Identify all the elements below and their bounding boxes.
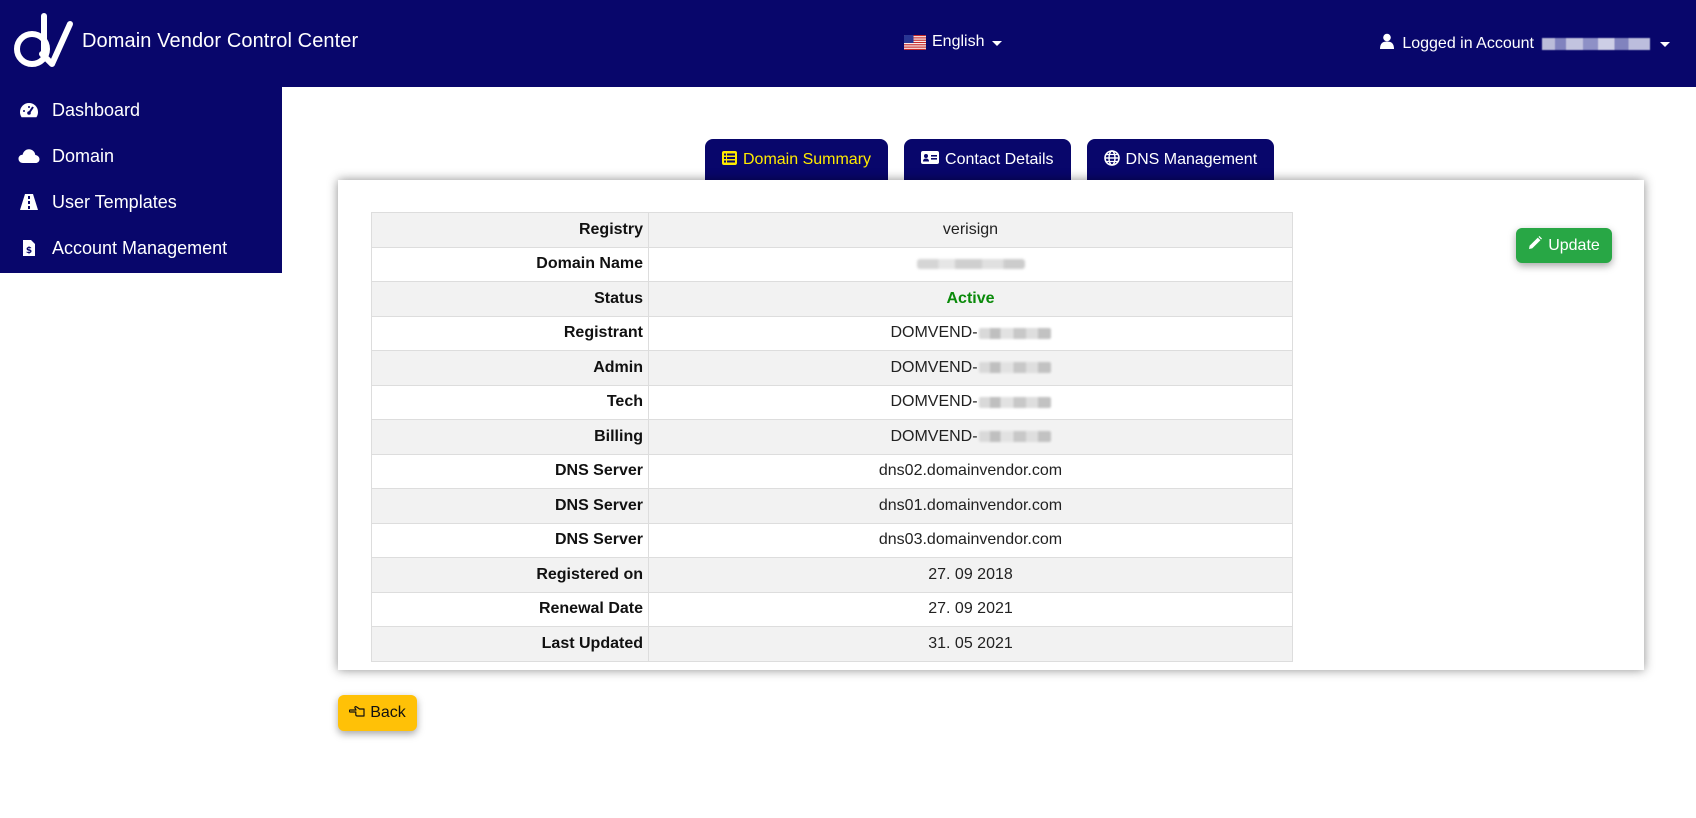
domain-details-table: Registry verisign Domain Name Status Act…: [371, 212, 1293, 662]
cloud-icon: [18, 145, 40, 167]
admin-value: DOMVEND-: [648, 350, 1293, 386]
registrant-value: DOMVEND-: [648, 315, 1293, 351]
top-navbar: Domain Vendor Control Center English Log…: [0, 0, 1696, 87]
sidebar-item-label: User Templates: [52, 191, 177, 212]
sidebar-item-account-management[interactable]: $ Account Management: [0, 225, 282, 271]
svg-text:$: $: [26, 246, 32, 256]
sidebar-item-user-templates[interactable]: User Templates: [0, 179, 282, 225]
contact-id-redacted: [978, 431, 1051, 443]
row-key: Billing: [371, 419, 649, 455]
sidebar-item-label: Account Management: [52, 237, 228, 258]
back-button[interactable]: Back: [338, 695, 417, 731]
registered-on-value: 27. 09 2018: [648, 557, 1293, 593]
domain-name-redacted: [916, 259, 1025, 270]
brand-title[interactable]: Domain Vendor Control Center: [82, 30, 359, 52]
domain-tabs: Domain Summary Contact Details DNS Manag…: [705, 139, 1275, 181]
caret-down-icon: [992, 40, 1003, 46]
sidebar-item-domain[interactable]: Domain: [0, 133, 282, 179]
tab-contact-details[interactable]: Contact Details: [904, 139, 1071, 181]
row-key: DNS Server: [371, 453, 649, 489]
us-flag-icon: [904, 34, 926, 50]
language-label: English: [932, 33, 985, 50]
hand-point-left-icon: [349, 704, 365, 723]
globe-icon: [1103, 149, 1120, 171]
table-row: Registrant DOMVEND-: [371, 315, 1293, 351]
table-row: DNS Server dns03.domainvendor.com: [371, 522, 1293, 558]
account-number-redacted: [1542, 37, 1650, 50]
table-row: DNS Server dns01.domainvendor.com: [371, 488, 1293, 524]
account-dropdown[interactable]: Logged in Account: [1380, 33, 1670, 54]
table-row: Last Updated 31. 05 2021: [371, 626, 1293, 662]
row-key: Status: [371, 281, 649, 317]
dns-server-value: dns02.domainvendor.com: [648, 453, 1293, 489]
sidebar-item-label: Domain: [52, 145, 115, 166]
table-row: Admin DOMVEND-: [371, 350, 1293, 386]
list-icon: [722, 150, 737, 170]
table-row: Renewal Date 27. 09 2021: [371, 591, 1293, 627]
contact-id-redacted: [978, 362, 1051, 374]
language-dropdown[interactable]: English: [904, 33, 1003, 51]
dns-server-value: dns03.domainvendor.com: [648, 522, 1293, 558]
dashboard-gauge-icon: [18, 99, 40, 121]
contact-id-redacted: [978, 396, 1051, 408]
status-value: Active: [648, 281, 1293, 317]
update-label: Update: [1548, 236, 1600, 254]
table-row: Tech DOMVEND-: [371, 384, 1293, 420]
table-row: DNS Server dns02.domainvendor.com: [371, 453, 1293, 489]
status-badge: Active: [946, 289, 995, 307]
tab-domain-summary[interactable]: Domain Summary: [705, 139, 889, 181]
row-key: Registrant: [371, 315, 649, 351]
pencil-icon: [1528, 236, 1543, 255]
sidebar-item-label: Dashboard: [52, 99, 141, 120]
row-key: Last Updated: [371, 626, 649, 662]
file-invoice-dollar-icon: $: [18, 237, 40, 259]
account-label: Logged in Account: [1402, 34, 1534, 52]
table-row: Registered on 27. 09 2018: [371, 557, 1293, 593]
row-key: Admin: [371, 350, 649, 386]
brand-logo[interactable]: [8, 10, 74, 70]
id-card-icon: [921, 151, 940, 169]
sidebar-nav: Dashboard Domain User Templates $ Accoun…: [0, 87, 282, 273]
tab-dns-management[interactable]: DNS Management: [1086, 139, 1275, 181]
domain-name-value: [648, 246, 1293, 282]
row-key: Renewal Date: [371, 591, 649, 627]
billing-value: DOMVEND-: [648, 419, 1293, 455]
last-updated-value: 31. 05 2021: [648, 626, 1293, 662]
tab-label: DNS Management: [1125, 151, 1258, 168]
road-icon: [18, 191, 40, 213]
table-row: Billing DOMVEND-: [371, 419, 1293, 455]
tech-value: DOMVEND-: [648, 384, 1293, 420]
sidebar-item-dashboard[interactable]: Dashboard: [0, 87, 282, 133]
row-key: Tech: [371, 384, 649, 420]
caret-down-icon: [1660, 42, 1670, 47]
contact-prefix: DOMVEND-: [890, 358, 978, 376]
contact-prefix: DOMVEND-: [890, 427, 978, 445]
row-key: Registry: [371, 212, 649, 248]
registry-value: verisign: [648, 212, 1293, 248]
tab-label: Domain Summary: [743, 151, 872, 168]
table-row: Registry verisign: [371, 212, 1293, 248]
row-key: Domain Name: [371, 246, 649, 282]
contact-prefix: DOMVEND-: [890, 324, 978, 342]
update-button[interactable]: Update: [1516, 228, 1612, 263]
dns-server-value: dns01.domainvendor.com: [648, 488, 1293, 524]
table-row: Domain Name: [371, 246, 1293, 282]
table-row: Status Active: [371, 281, 1293, 317]
contact-prefix: DOMVEND-: [890, 393, 978, 411]
row-key: DNS Server: [371, 488, 649, 524]
row-key: DNS Server: [371, 522, 649, 558]
user-icon: [1380, 33, 1395, 54]
renewal-date-value: 27. 09 2021: [648, 591, 1293, 627]
domain-summary-card: Registry verisign Domain Name Status Act…: [338, 180, 1644, 670]
row-key: Registered on: [371, 557, 649, 593]
contact-id-redacted: [978, 327, 1051, 339]
back-label: Back: [370, 704, 406, 721]
tab-label: Contact Details: [945, 151, 1054, 168]
